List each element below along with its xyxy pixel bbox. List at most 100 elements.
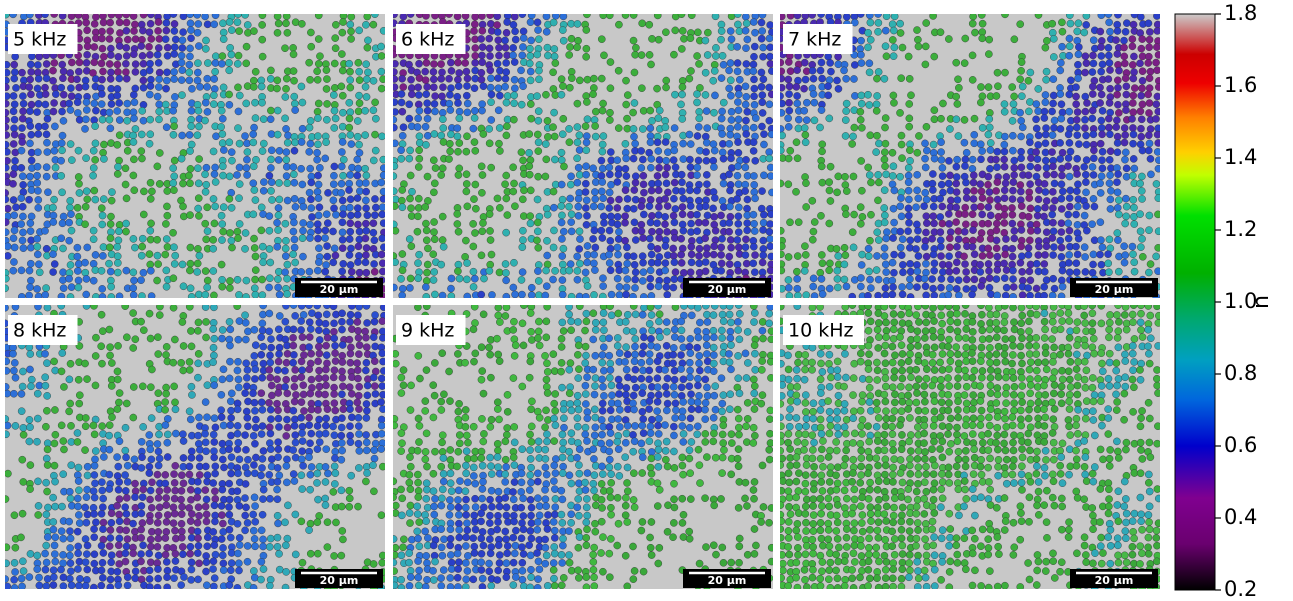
particle xyxy=(834,252,843,260)
particle xyxy=(1081,52,1090,60)
particle xyxy=(621,140,630,148)
particle xyxy=(415,106,424,115)
particle xyxy=(896,227,905,236)
particle xyxy=(122,44,131,52)
particle xyxy=(137,525,145,534)
particle xyxy=(67,567,75,576)
particle xyxy=(226,421,235,430)
particle xyxy=(767,260,773,269)
particle xyxy=(210,541,219,549)
particle xyxy=(398,266,407,275)
particle xyxy=(51,550,59,558)
particle xyxy=(108,359,116,367)
particle xyxy=(338,446,346,455)
particle xyxy=(114,485,123,494)
particle xyxy=(353,194,362,202)
particle xyxy=(26,122,35,130)
particle xyxy=(968,210,977,219)
particle xyxy=(307,204,316,212)
particle xyxy=(930,266,938,275)
particle xyxy=(701,36,710,45)
particle xyxy=(864,291,872,298)
particle xyxy=(694,218,703,227)
particle xyxy=(802,291,811,298)
particle xyxy=(147,414,156,422)
particle xyxy=(113,375,122,384)
particle xyxy=(233,422,242,430)
particle xyxy=(74,14,83,19)
particle xyxy=(735,243,743,252)
particle xyxy=(793,99,802,108)
particle xyxy=(35,573,43,582)
particle xyxy=(599,194,607,203)
particle xyxy=(421,122,430,131)
particle xyxy=(1105,235,1114,244)
particle xyxy=(780,242,786,251)
particle xyxy=(324,189,332,197)
particle xyxy=(687,228,695,236)
particle xyxy=(1026,291,1034,298)
particle xyxy=(178,318,187,326)
particle xyxy=(179,366,187,375)
particle xyxy=(1098,60,1107,69)
particle xyxy=(898,283,906,291)
particle xyxy=(794,291,802,298)
particle xyxy=(1010,164,1019,172)
particle xyxy=(370,454,379,463)
particle xyxy=(1089,171,1098,179)
particle xyxy=(210,414,219,422)
particle xyxy=(960,252,968,261)
particle xyxy=(423,114,432,123)
particle xyxy=(510,91,518,100)
particle xyxy=(307,349,315,358)
particle xyxy=(1098,107,1107,115)
particle xyxy=(865,68,874,77)
particle xyxy=(1122,212,1130,221)
particle xyxy=(130,98,139,107)
particles xyxy=(780,14,1160,298)
particle xyxy=(614,170,623,179)
particle xyxy=(17,407,26,415)
particle xyxy=(462,91,471,100)
particle xyxy=(273,485,281,494)
particle xyxy=(347,140,356,148)
particle xyxy=(518,14,527,19)
particle xyxy=(897,140,906,149)
particle xyxy=(89,146,98,155)
particle xyxy=(592,107,600,116)
particle xyxy=(123,147,132,155)
particle xyxy=(153,440,162,448)
particle xyxy=(170,43,179,52)
particle xyxy=(393,226,400,235)
particle xyxy=(154,565,162,573)
particle xyxy=(266,75,275,83)
particle xyxy=(413,227,422,236)
particle xyxy=(354,107,363,116)
particle xyxy=(171,398,179,407)
particle xyxy=(201,486,210,494)
particle xyxy=(51,533,60,542)
particle xyxy=(406,485,415,494)
particle xyxy=(154,534,163,543)
particle xyxy=(766,266,773,275)
particle xyxy=(210,582,218,589)
particle xyxy=(82,18,90,27)
particle xyxy=(398,203,407,212)
particle xyxy=(766,235,773,243)
particle xyxy=(315,438,324,446)
particle xyxy=(421,407,430,415)
particle xyxy=(469,220,477,228)
particle xyxy=(35,52,44,61)
particle xyxy=(890,26,898,35)
particle xyxy=(422,552,431,560)
particle xyxy=(258,464,266,472)
particle xyxy=(211,462,220,471)
particle xyxy=(431,447,439,456)
particle xyxy=(297,305,306,310)
particle xyxy=(800,106,809,115)
particle xyxy=(9,196,18,204)
particle xyxy=(259,258,267,267)
particle xyxy=(654,114,663,122)
particle xyxy=(89,226,98,235)
particle xyxy=(1042,242,1051,251)
